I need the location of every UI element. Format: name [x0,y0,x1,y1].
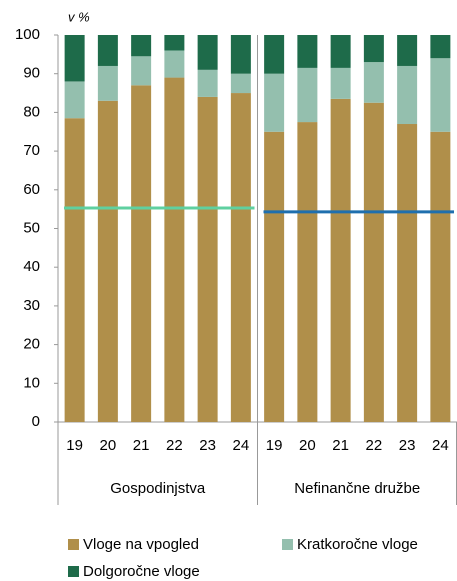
bar-segment [297,67,318,123]
bar-segment [330,67,351,99]
group-label: Gospodinjstva [110,480,206,497]
bar-segment [330,35,351,68]
y-tick-label: 70 [23,142,40,159]
bar-segment [397,35,418,66]
bar-segment [97,65,118,101]
bar-segment [197,96,218,423]
bar-segment [97,100,118,422]
y-tick-label: 100 [15,26,40,43]
bar-segment [64,118,85,422]
bar-segment [230,93,251,423]
y-tick-label: 60 [23,181,40,198]
bar-segment [430,131,451,422]
bar-segment [297,122,318,422]
y-tick-label: 80 [23,103,40,120]
x-tick-label: 19 [66,437,83,454]
bar-segment [97,35,118,66]
x-tick-label: 23 [199,437,216,454]
x-tick-label: 20 [100,437,117,454]
legend-label: Dolgoročne vloge [83,563,200,580]
y-tick-label: 0 [32,413,40,430]
y-tick-label: 30 [23,297,40,314]
bar-segment [363,62,384,103]
bar-segment [131,85,152,422]
y-tick-label: 50 [23,219,40,236]
x-tick-label: 21 [332,437,349,454]
bar-segment [164,35,185,51]
bar-segment [264,35,285,74]
legend-label: Kratkoročne vloge [297,536,418,553]
legend-label: Vloge na vpogled [83,536,199,553]
y-tick-label: 40 [23,258,40,275]
bar-segment [164,77,185,422]
bar-segment [230,73,251,94]
y-tick-label: 90 [23,65,40,82]
bar-segment [264,131,285,422]
x-tick-label: 21 [133,437,150,454]
bar-segment [363,35,384,63]
x-tick-label: 22 [366,437,383,454]
bar-segment [164,50,185,78]
bar-segment [131,35,152,57]
bar-segment [197,35,218,70]
bar-segment [330,98,351,422]
bar-segment [64,81,85,119]
bar-segment [64,35,85,82]
bar-segment [297,35,318,68]
bar-segment [397,65,418,125]
bar-segment [264,73,285,132]
bar-segment [197,69,218,97]
bar-segment [397,124,418,422]
x-tick-label: 24 [432,437,449,454]
bar-segment [230,35,251,74]
x-tick-label: 19 [266,437,283,454]
legend-swatch [68,566,79,577]
bar-segment [363,102,384,422]
y-tick-label: 10 [23,374,40,391]
x-tick-label: 20 [299,437,316,454]
x-tick-label: 23 [399,437,416,454]
bar-segment [430,35,451,59]
legend-swatch [68,539,79,550]
bar-segment [131,56,152,86]
bar-segment [430,58,451,132]
x-tick-label: 24 [233,437,250,454]
y-tick-label: 20 [23,336,40,353]
x-tick-label: 22 [166,437,183,454]
group-label: Nefinančne družbe [294,480,420,497]
unit-label: v % [68,9,90,24]
legend-swatch [282,539,293,550]
